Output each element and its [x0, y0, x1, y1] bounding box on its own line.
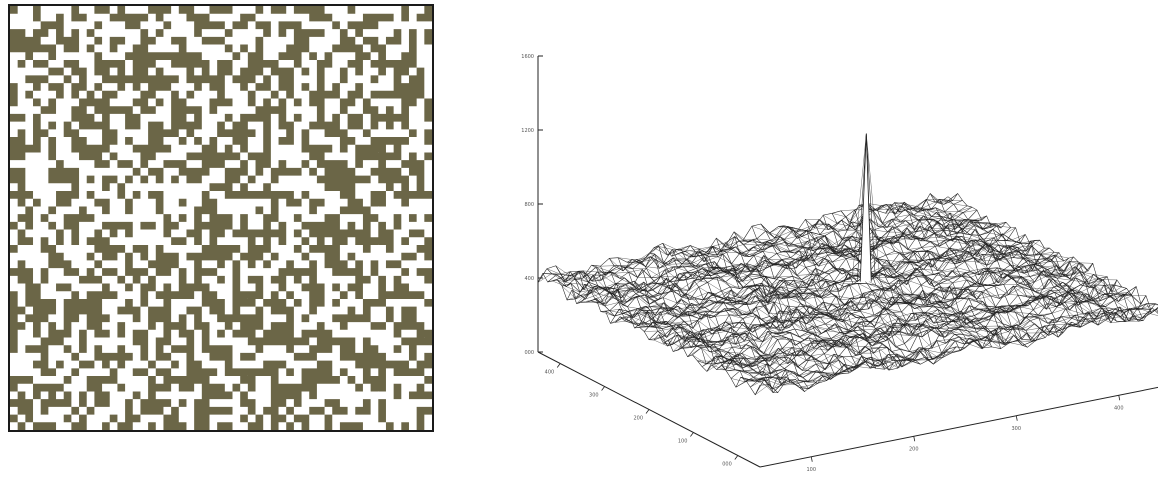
surface-mesh — [537, 133, 1158, 396]
z-tick-label: 400 — [524, 276, 534, 282]
binary-mask-pattern — [10, 6, 432, 430]
x-tick — [913, 436, 916, 442]
z-tick-label: 1200 — [521, 128, 534, 134]
x-tick — [810, 456, 813, 462]
y-tick-label: 000 — [722, 462, 732, 468]
y-tick — [734, 455, 739, 460]
surface-plot: 1600 1200 800 400 000 400 300 200 100 000 100 200 30… — [521, 54, 1158, 473]
z-tick-label: 1600 — [521, 54, 534, 60]
x-tick-label: 400 — [1114, 405, 1124, 411]
x-tick-label: 300 — [1011, 426, 1021, 432]
y-tick-label: 400 — [545, 370, 555, 376]
y-tick-label: 300 — [589, 393, 599, 399]
x-axis — [759, 386, 1158, 468]
z-tick-label: 000 — [524, 350, 534, 356]
x-tick — [1118, 395, 1121, 401]
x-tick-label: 200 — [909, 446, 919, 452]
y-tick — [690, 432, 694, 437]
y-tick — [645, 409, 650, 414]
x-tick — [1015, 415, 1018, 421]
surface-peak — [859, 133, 872, 282]
binary-mask-panel — [8, 4, 434, 432]
mask-cells — [10, 6, 432, 430]
y-tick — [556, 363, 561, 368]
z-tick-label: 800 — [524, 202, 534, 208]
x-tick-label: 100 — [806, 467, 816, 473]
y-tick — [601, 386, 605, 391]
y-tick-label: 100 — [678, 439, 688, 445]
y-tick-label: 200 — [633, 416, 643, 422]
